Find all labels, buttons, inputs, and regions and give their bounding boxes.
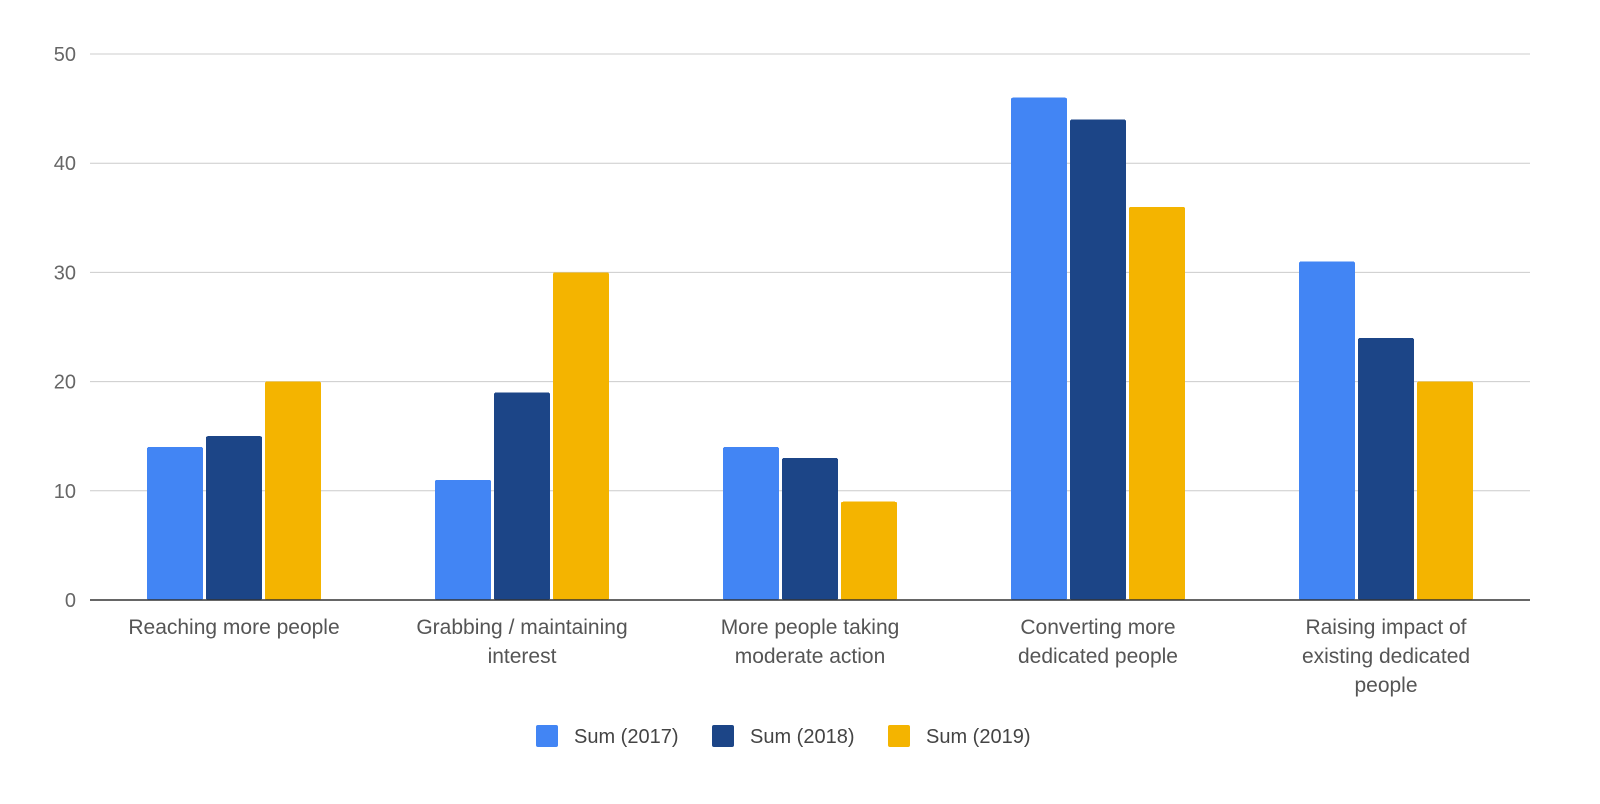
x-category-label: Converting more dedicated people: [1018, 616, 1178, 668]
x-category-label: Raising impact of existing dedicated peopl…: [1302, 616, 1470, 697]
legend-label: Sum (2017): [574, 726, 679, 748]
y-axis-tick-labels: 0 10 20 30 40 50: [54, 44, 76, 612]
legend-swatch: [888, 725, 910, 747]
x-category-label: Reaching more people: [128, 616, 339, 639]
x-axis-category-labels: Reaching more people Grabbing / maintaini…: [128, 616, 1470, 697]
bar-sum-2019-1: [265, 381, 321, 600]
legend-item: Sum (2017): [536, 725, 679, 748]
y-tick-label: 50: [54, 44, 76, 66]
legend-item: Sum (2019): [888, 725, 1031, 748]
legend-swatch: [536, 725, 558, 747]
bars: [147, 97, 1473, 601]
bar-sum-2019-4: [1129, 206, 1185, 600]
bar-sum-2018-4: [1070, 119, 1126, 601]
bar-sum-2017-4: [1011, 97, 1067, 601]
bar-sum-2018-3: [782, 458, 838, 600]
legend-label: Sum (2019): [926, 726, 1031, 748]
bar-sum-2018-2: [494, 392, 550, 600]
legend-swatch: [712, 725, 734, 747]
bar-sum-2017-3: [723, 447, 779, 600]
x-category-label: More people taking moderate action: [721, 616, 900, 668]
bar-sum-2019-2: [553, 272, 609, 600]
bar-sum-2019-3: [841, 501, 897, 600]
bar-sum-2017-2: [435, 479, 491, 600]
x-category-label: Grabbing / maintaining interest: [416, 616, 627, 668]
gridlines: [90, 53, 1530, 492]
y-tick-label: 30: [54, 262, 76, 284]
y-tick-label: 20: [54, 372, 76, 394]
bar-sum-2018-1: [206, 436, 262, 600]
legend-item: Sum (2018): [712, 725, 855, 748]
bar-sum-2019-5: [1417, 381, 1473, 600]
y-tick-label: 10: [54, 481, 76, 503]
legend-label: Sum (2018): [750, 726, 855, 748]
bar-sum-2018-5: [1358, 337, 1414, 600]
y-tick-label: 0: [65, 590, 76, 612]
legend: Sum (2017) Sum (2018) Sum (2019): [536, 725, 1031, 748]
bar-sum-2017-1: [147, 447, 203, 600]
bar-sum-2017-5: [1299, 261, 1355, 600]
y-tick-label: 40: [54, 153, 76, 175]
